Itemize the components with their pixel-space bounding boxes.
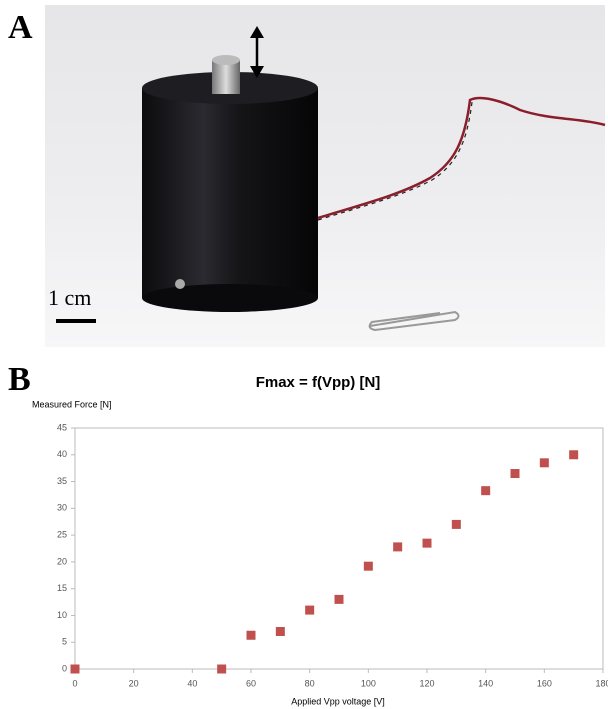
point bbox=[305, 605, 315, 615]
point bbox=[481, 486, 491, 496]
y-tick-label: 35 bbox=[57, 476, 67, 486]
point bbox=[510, 469, 520, 479]
panel-label: B bbox=[8, 361, 31, 398]
point bbox=[539, 458, 549, 468]
x-tick-label: 40 bbox=[187, 678, 197, 688]
y-tick-label: 20 bbox=[57, 556, 67, 566]
x-tick-label: 20 bbox=[129, 678, 139, 688]
y-tick-label: 45 bbox=[57, 422, 67, 432]
point bbox=[451, 519, 461, 529]
point bbox=[275, 627, 285, 637]
x-tick-label: 140 bbox=[478, 678, 493, 688]
x-tick-label: 60 bbox=[246, 678, 256, 688]
y-tick-label: 15 bbox=[57, 583, 67, 593]
chart-title: Fmax = f(Vpp) [N] bbox=[256, 374, 381, 391]
scale-label: 1 cm bbox=[48, 285, 91, 310]
panel-label: A bbox=[8, 9, 33, 46]
x-tick-label: 120 bbox=[419, 678, 434, 688]
point bbox=[334, 594, 344, 604]
x-axis-label: Applied Vpp voltage [V] bbox=[291, 696, 385, 706]
y-tick-label: 0 bbox=[62, 663, 67, 673]
plot-frame bbox=[74, 427, 604, 670]
point bbox=[569, 450, 579, 460]
y-tick-label: 25 bbox=[57, 529, 67, 539]
y-tick-label: 30 bbox=[57, 503, 67, 513]
x-tick-label: 180 bbox=[595, 678, 608, 688]
x-tick-label: 80 bbox=[305, 678, 315, 688]
point bbox=[70, 664, 80, 674]
point bbox=[363, 561, 373, 571]
y-axis-label: Measured Force [N] bbox=[32, 399, 112, 409]
point bbox=[422, 538, 432, 548]
x-tick-label: 100 bbox=[361, 678, 376, 688]
point bbox=[393, 542, 403, 552]
y-tick-label: 40 bbox=[57, 449, 67, 459]
x-tick-label: 160 bbox=[537, 678, 552, 688]
point bbox=[217, 664, 227, 674]
y-tick-label: 5 bbox=[62, 637, 67, 647]
point bbox=[246, 630, 256, 640]
photo bbox=[45, 5, 606, 347]
y-tick-label: 10 bbox=[57, 610, 67, 620]
x-tick-label: 0 bbox=[72, 678, 77, 688]
